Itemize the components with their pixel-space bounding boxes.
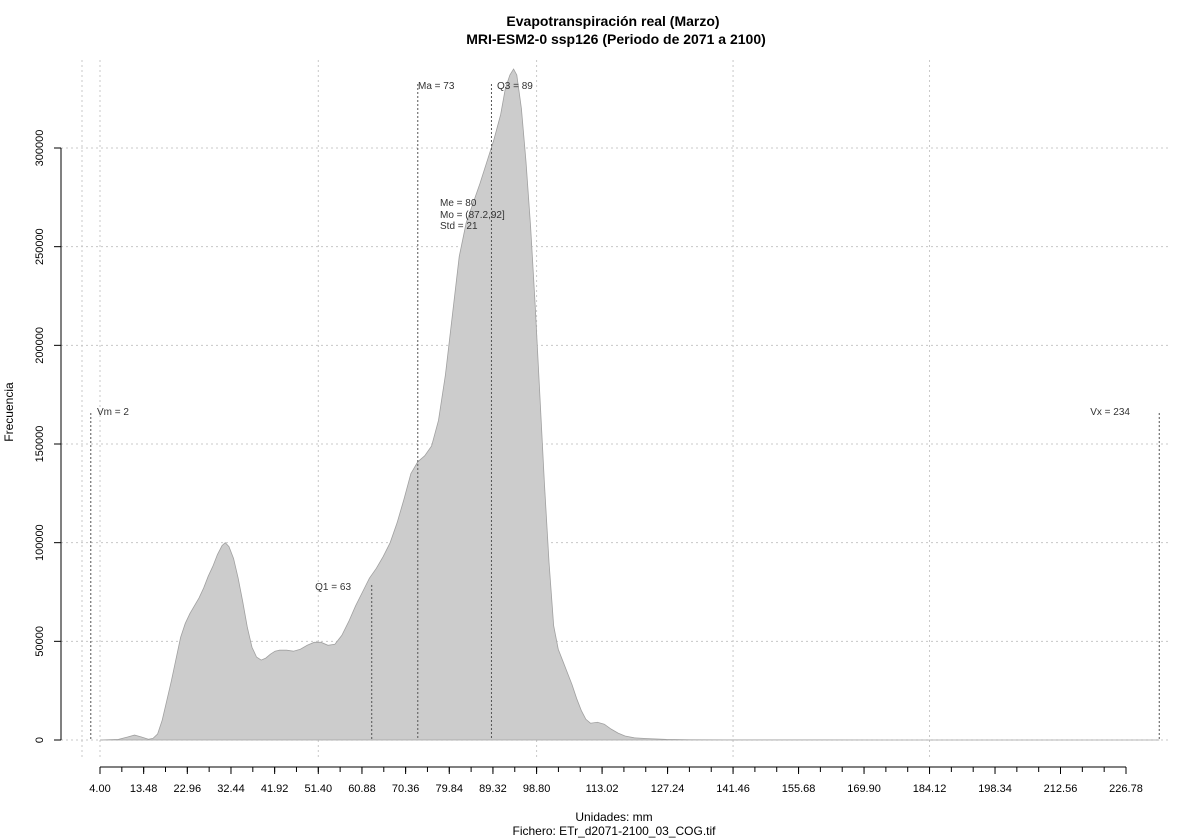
x-tick-label: 226.78 [1109, 783, 1143, 795]
x-tick-label: 79.84 [436, 783, 464, 795]
x-tick-label: 184.12 [913, 783, 947, 795]
file-label: Fichero: ETr_d2071-2100_03_COG.tif [513, 824, 717, 838]
x-tick-label: 141.46 [716, 783, 750, 795]
x-tick-label: 155.68 [782, 783, 816, 795]
x-tick-label: 169.90 [847, 783, 881, 795]
density-area [99, 68, 1160, 741]
vx-annotation: Vx = 234 [1090, 407, 1130, 418]
q3-annotation: Q3 = 89 [497, 81, 533, 92]
x-tick-label: 198.34 [978, 783, 1012, 795]
y-tick-label: 100000 [34, 524, 46, 561]
x-tick-label: 4.00 [89, 783, 110, 795]
x-tick-label: 22.96 [174, 783, 202, 795]
q1-annotation: Q1 = 63 [315, 582, 351, 593]
y-tick-label: 300000 [34, 130, 46, 167]
ma-annotation: Ma = 73 [418, 81, 455, 92]
x-tick-label: 113.02 [586, 783, 619, 795]
mo-annotation: Mo = (87.2,92] [440, 210, 505, 221]
y-axis: 0 50000 100000 150000 200000 250000 300000 [34, 130, 62, 743]
x-axis-label: Unidades: mm [575, 810, 652, 824]
x-tick-label: 127.24 [651, 783, 685, 795]
x-tick-label: 60.88 [348, 783, 376, 795]
x-tick-label: 32.44 [217, 783, 245, 795]
stat-lines [90, 84, 1160, 740]
chart-subtitle: MRI-ESM2-0 ssp126 (Periodo de 2071 a 210… [466, 31, 766, 47]
x-tick-label: 212.56 [1044, 783, 1078, 795]
x-tick-label: 98.80 [523, 783, 551, 795]
x-tick-label: 89.32 [479, 783, 507, 795]
x-tick-label: 41.92 [261, 783, 289, 795]
x-tick-label: 70.36 [392, 783, 420, 795]
y-tick-label: 50000 [34, 626, 46, 657]
y-axis-label: Frecuencia [2, 382, 16, 442]
x-tick-label: 13.48 [130, 783, 158, 795]
vm-annotation: Vm = 2 [97, 407, 129, 418]
y-tick-label: 0 [34, 737, 46, 743]
x-tick-label: 51.40 [305, 783, 333, 795]
chart-title: Evapotranspiración real (Marzo) [506, 13, 719, 29]
std-annotation: Std = 21 [440, 221, 478, 232]
y-tick-label: 150000 [34, 426, 46, 463]
y-tick-label: 200000 [34, 327, 46, 364]
y-tick-label: 250000 [34, 228, 46, 265]
me-annotation: Me = 80 [440, 198, 477, 209]
x-axis: 4.00 13.48 22.96 32.44 41.92 51.40 60.88 70.36 7… [89, 766, 1143, 795]
